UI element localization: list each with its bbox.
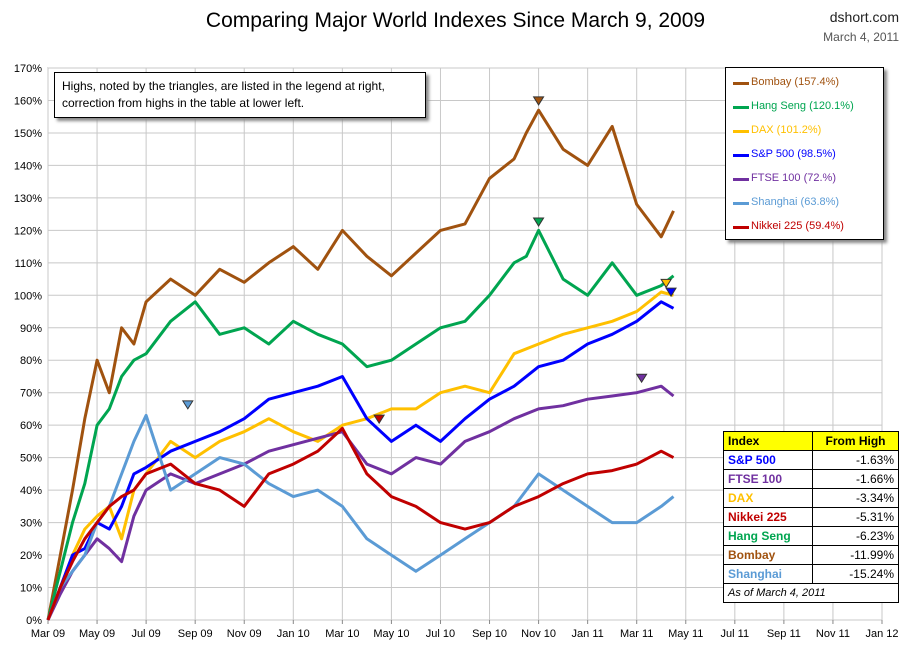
index-name-cell: DAX — [723, 488, 813, 508]
legend-swatch — [733, 82, 749, 85]
table-row: S&P 500 -1.63% — [723, 450, 899, 470]
y-tick-label: 0% — [26, 615, 42, 627]
legend-swatch — [733, 130, 749, 133]
index-name-cell: Shanghai — [723, 564, 813, 584]
chart-note: Highs, noted by the triangles, are liste… — [54, 72, 426, 118]
high-marker-3 — [660, 278, 673, 289]
x-tick-label: Jan 10 — [277, 628, 310, 640]
y-tick-label: 130% — [14, 193, 42, 205]
series-line-7 — [46, 426, 675, 621]
y-tick-label: 140% — [14, 160, 42, 172]
from-high-cell: -3.34% — [812, 488, 899, 508]
chart-date: March 4, 2011 — [823, 30, 899, 44]
y-tick-label: 160% — [14, 95, 42, 107]
legend-swatch — [733, 226, 749, 229]
table-row: FTSE 100 -1.66% — [723, 469, 899, 489]
table-row: Hang Seng -6.23% — [723, 526, 899, 546]
y-tick-label: 100% — [14, 290, 42, 302]
y-tick-label: 20% — [20, 550, 42, 562]
from-high-cell: -11.99% — [812, 545, 899, 565]
legend-swatch — [733, 106, 749, 109]
x-tick-label: Jul 11 — [721, 628, 750, 640]
x-tick-label: Sep 10 — [472, 628, 507, 640]
correction-table: Index From High S&P 500 -1.63% FTSE 100 -1.… — [723, 431, 899, 603]
series-line-2 — [46, 228, 675, 621]
x-tick-label: Jan 12 — [865, 628, 898, 640]
x-tick-label: Mar 11 — [620, 628, 653, 640]
x-tick-label: May 10 — [373, 628, 409, 640]
x-tick-label: Nov 11 — [816, 628, 850, 640]
x-tick-label: Nov 10 — [521, 628, 556, 640]
y-tick-label: 80% — [20, 355, 42, 367]
high-marker-4 — [665, 287, 677, 298]
y-tick-label: 40% — [20, 485, 42, 497]
legend-swatch — [733, 154, 749, 157]
high-marker-5 — [635, 373, 648, 384]
x-tick-label: Jul 09 — [131, 628, 160, 640]
from-high-header: From High — [812, 431, 899, 451]
index-name-cell: Bombay — [723, 545, 813, 565]
chart-legend: Bombay (157.4%) Hang Seng (120.1%) DAX (10… — [725, 67, 884, 240]
legend-label: Nikkei 225 (59.4%) — [751, 220, 844, 232]
from-high-cell: -6.23% — [812, 526, 899, 546]
table-row: Bombay -11.99% — [723, 545, 899, 565]
table-row: DAX -3.34% — [723, 488, 899, 508]
high-marker-7 — [373, 414, 386, 425]
x-tick-label: Sep 09 — [178, 628, 213, 640]
x-tick-label: May 11 — [668, 628, 703, 640]
series-line-1 — [46, 108, 675, 621]
y-tick-label: 70% — [20, 388, 42, 400]
y-tick-label: 50% — [20, 453, 42, 465]
x-tick-label: Sep 11 — [767, 628, 801, 640]
x-tick-label: Jan 11 — [572, 628, 604, 640]
x-tick-label: Nov 09 — [227, 628, 262, 640]
y-tick-label: 120% — [14, 225, 42, 237]
site-name[interactable]: dshort.com — [829, 9, 899, 25]
high-marker-1 — [532, 96, 545, 106]
legend-label: Bombay (157.4%) — [751, 76, 840, 88]
index-name-cell: FTSE 100 — [723, 469, 813, 489]
y-tick-label: 30% — [20, 518, 42, 530]
high-marker-6 — [181, 400, 194, 410]
x-tick-label: Mar 10 — [325, 628, 359, 640]
legend-label: Hang Seng (120.1%) — [751, 100, 854, 112]
from-high-cell: -15.24% — [812, 564, 899, 584]
legend-label: Shanghai (63.8%) — [751, 196, 840, 208]
legend-swatch — [733, 178, 749, 181]
legend-label: S&P 500 (98.5%) — [751, 148, 836, 160]
table-row: Shanghai -15.24% — [723, 564, 899, 584]
legend-swatch — [733, 202, 749, 205]
y-tick-label: 60% — [20, 420, 42, 432]
series-line-4 — [46, 300, 675, 621]
series-line-5 — [46, 384, 675, 621]
x-tick-label: Mar 09 — [31, 628, 65, 640]
y-tick-label: 170% — [14, 63, 42, 75]
as-of-label: As of March 4, 2011 — [723, 583, 899, 603]
high-marker-2 — [532, 217, 545, 227]
legend-label: FTSE 100 (72.%) — [751, 172, 836, 184]
from-high-cell: -1.63% — [812, 450, 899, 470]
table-header-row: Index From High — [723, 431, 899, 451]
index-name-cell: Hang Seng — [723, 526, 813, 546]
y-tick-label: 10% — [20, 583, 42, 595]
table-row: Nikkei 225 -5.31% — [723, 507, 899, 527]
chart-title: Comparing Major World Indexes Since Marc… — [205, 9, 706, 32]
from-high-cell: -5.31% — [812, 507, 899, 527]
y-tick-label: 110% — [15, 258, 43, 270]
from-high-cell: -1.66% — [812, 469, 899, 489]
index-header: Index — [723, 431, 813, 451]
y-tick-label: 90% — [20, 323, 42, 335]
y-tick-label: 150% — [14, 128, 42, 140]
x-tick-label: May 09 — [79, 628, 115, 640]
index-name-cell: Nikkei 225 — [723, 507, 813, 527]
as-of-row: As of March 4, 2011 — [723, 583, 899, 603]
legend-label: DAX (101.2%) — [751, 124, 822, 136]
x-tick-label: Jul 10 — [426, 628, 455, 640]
index-name-cell: S&P 500 — [723, 450, 813, 470]
